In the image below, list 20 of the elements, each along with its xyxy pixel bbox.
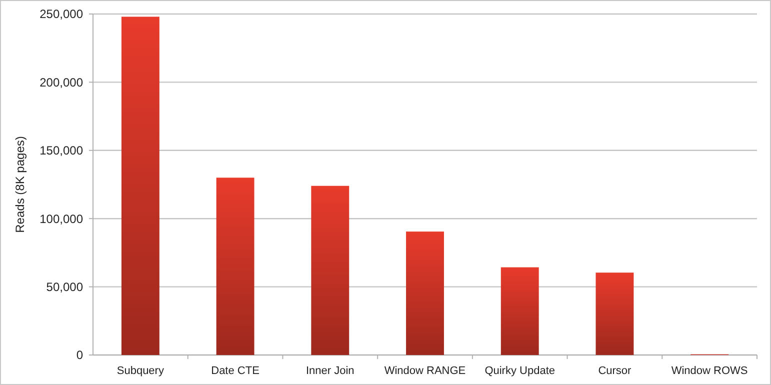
x-tick-label: Window ROWS bbox=[671, 365, 748, 377]
y-tick-label: 150,000 bbox=[40, 144, 84, 158]
x-tick-label: Window RANGE bbox=[384, 365, 466, 377]
y-tick-label: 100,000 bbox=[40, 212, 84, 226]
y-axis-title: Reads (8K pages) bbox=[13, 136, 27, 233]
bar bbox=[500, 267, 539, 355]
x-tick-label: Cursor bbox=[598, 365, 632, 377]
bar bbox=[596, 272, 634, 355]
y-tick-label: 0 bbox=[76, 348, 84, 362]
y-tick-label: 200,000 bbox=[40, 75, 84, 90]
bar bbox=[311, 186, 350, 355]
y-tick-label: 50,000 bbox=[46, 280, 84, 294]
bar bbox=[121, 16, 160, 355]
bar bbox=[406, 232, 444, 355]
x-tick-label: Inner Join bbox=[306, 365, 354, 377]
x-tick-label: Date CTE bbox=[211, 365, 260, 377]
x-tick-label: Quirky Update bbox=[484, 365, 556, 377]
bar bbox=[216, 178, 254, 355]
x-tick-label: Subquery bbox=[116, 365, 164, 377]
y-tick-label: 250,000 bbox=[40, 7, 84, 22]
